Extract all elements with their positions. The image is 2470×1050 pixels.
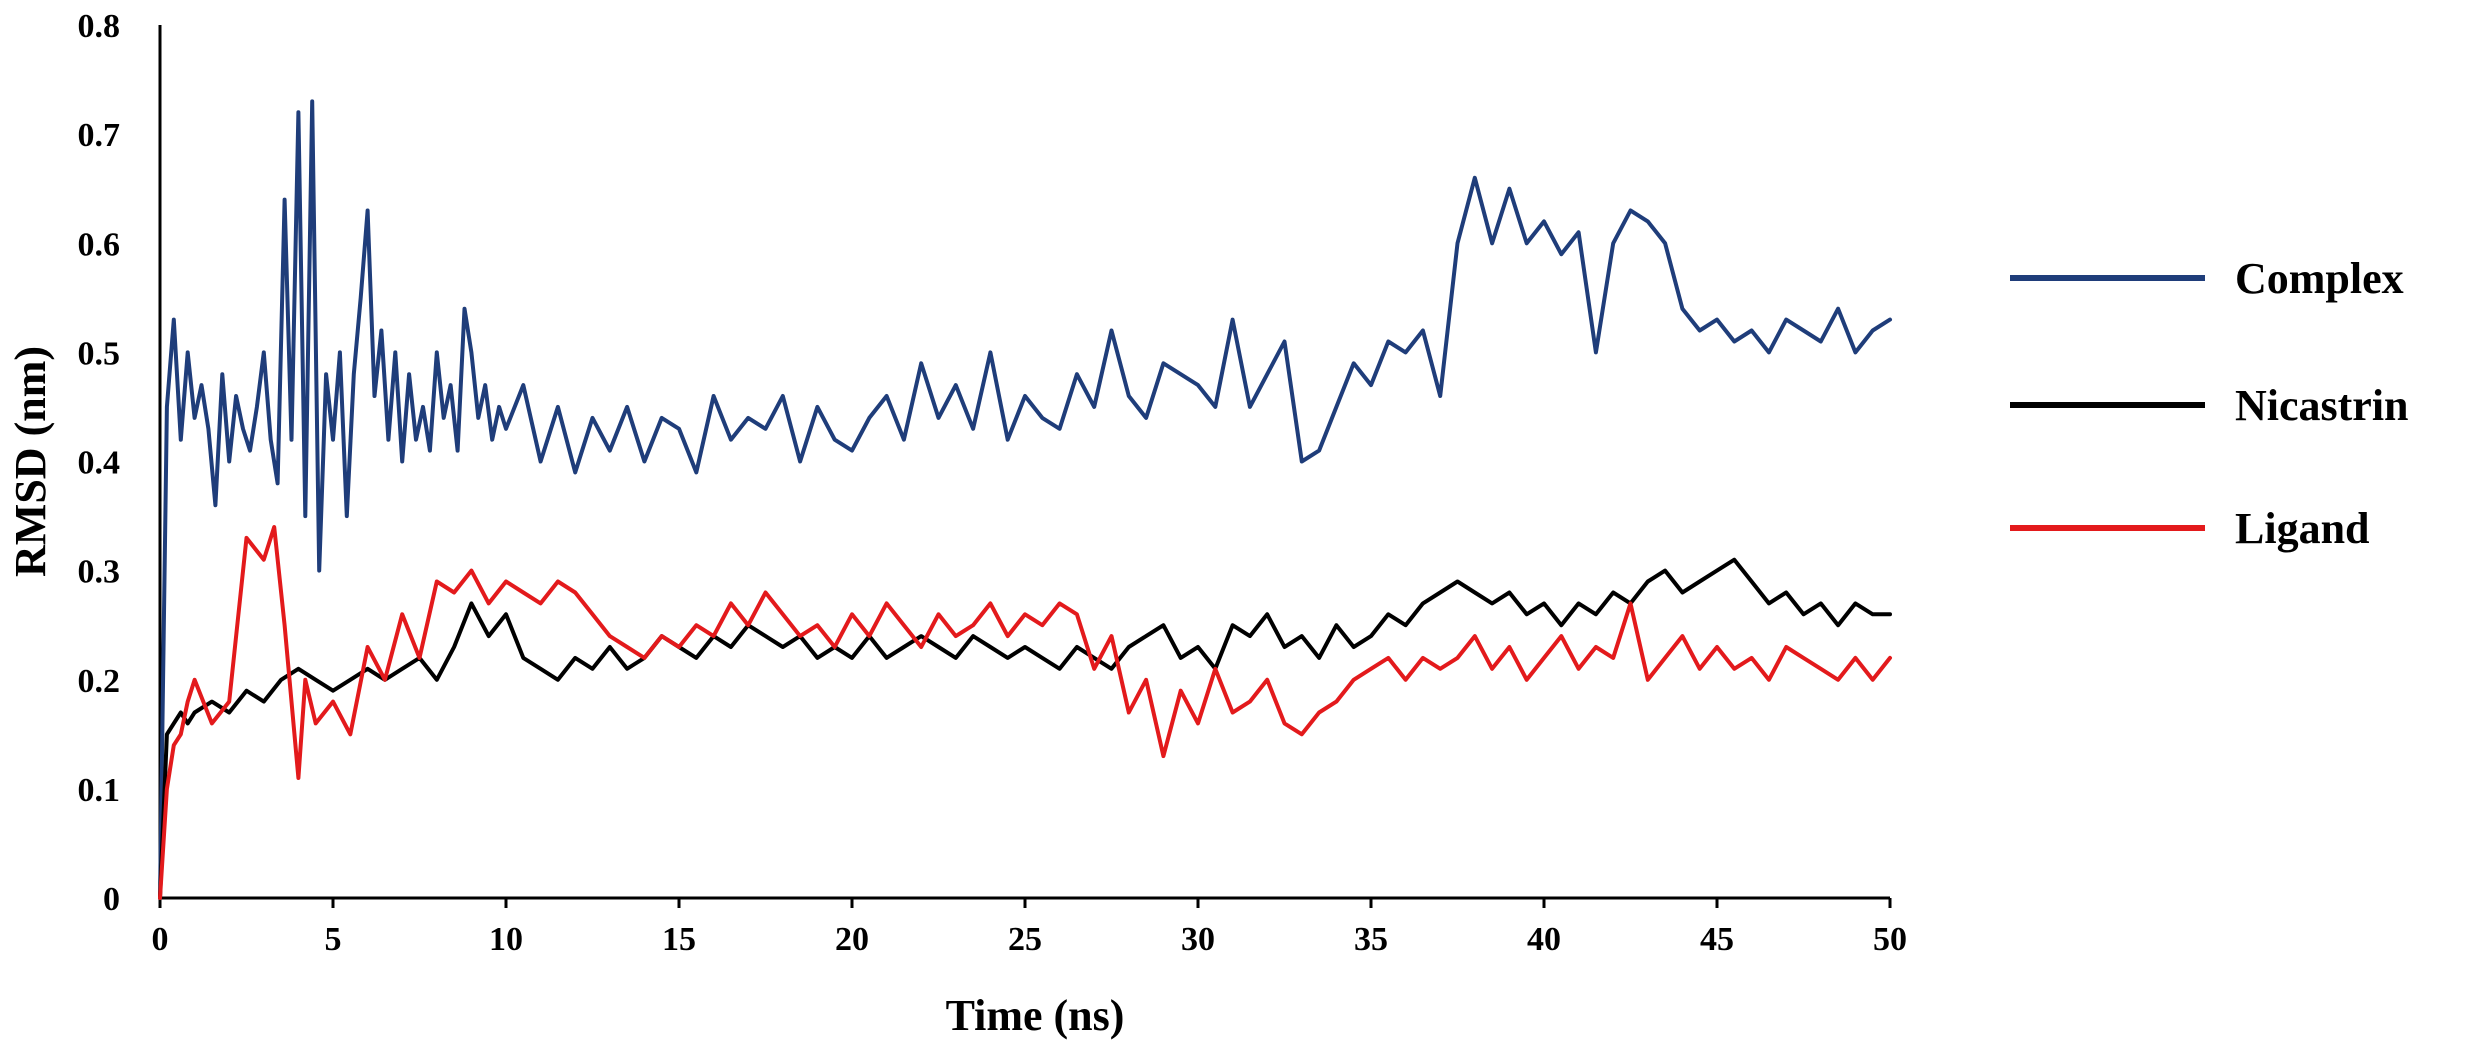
series-line-ligand bbox=[158, 525, 1892, 900]
legend: Complex Nicastrin Ligand bbox=[2010, 254, 2409, 553]
x-tick-label: 10 bbox=[489, 921, 523, 958]
x-tick-label: 0 bbox=[152, 921, 169, 958]
x-tick-label: 30 bbox=[1181, 921, 1215, 958]
series-line-nicastrin bbox=[158, 557, 1892, 900]
y-tick-label: 0.3 bbox=[78, 554, 121, 591]
y-axis-title: RMSD (nm) bbox=[6, 346, 55, 577]
x-tick-label: 15 bbox=[662, 921, 696, 958]
y-tick-label: 0.2 bbox=[78, 663, 121, 700]
x-tick-label: 50 bbox=[1873, 921, 1907, 958]
y-tick-label: 0.4 bbox=[78, 445, 121, 482]
legend-label-nicastrin: Nicastrin bbox=[2235, 381, 2409, 430]
x-axis-title: Time (ns) bbox=[946, 991, 1125, 1040]
x-tick-label: 5 bbox=[325, 921, 342, 958]
x-tick-label: 35 bbox=[1354, 921, 1388, 958]
y-tick-label: 0.6 bbox=[78, 226, 121, 263]
y-tick-label: 0.1 bbox=[78, 772, 121, 809]
x-tick-label: 40 bbox=[1527, 921, 1561, 958]
y-tick-label: 0.7 bbox=[78, 117, 121, 154]
series-line-complex bbox=[158, 99, 1892, 900]
axes: 0 5 10 15 20 25 30 35 40 45 50 0 0.1 0.2 0.3 0.4 0.5 0.6 0… bbox=[78, 8, 1908, 958]
x-tick-label: 45 bbox=[1700, 921, 1734, 958]
x-tick-label: 25 bbox=[1008, 921, 1042, 958]
legend-label-complex: Complex bbox=[2235, 254, 2404, 303]
y-tick-label: 0 bbox=[103, 881, 120, 918]
y-tick-label: 0.5 bbox=[78, 335, 121, 372]
y-tick-label: 0.8 bbox=[78, 8, 121, 45]
series-lines bbox=[158, 99, 1892, 900]
legend-label-ligand: Ligand bbox=[2235, 504, 2370, 553]
x-tick-label: 20 bbox=[835, 921, 869, 958]
